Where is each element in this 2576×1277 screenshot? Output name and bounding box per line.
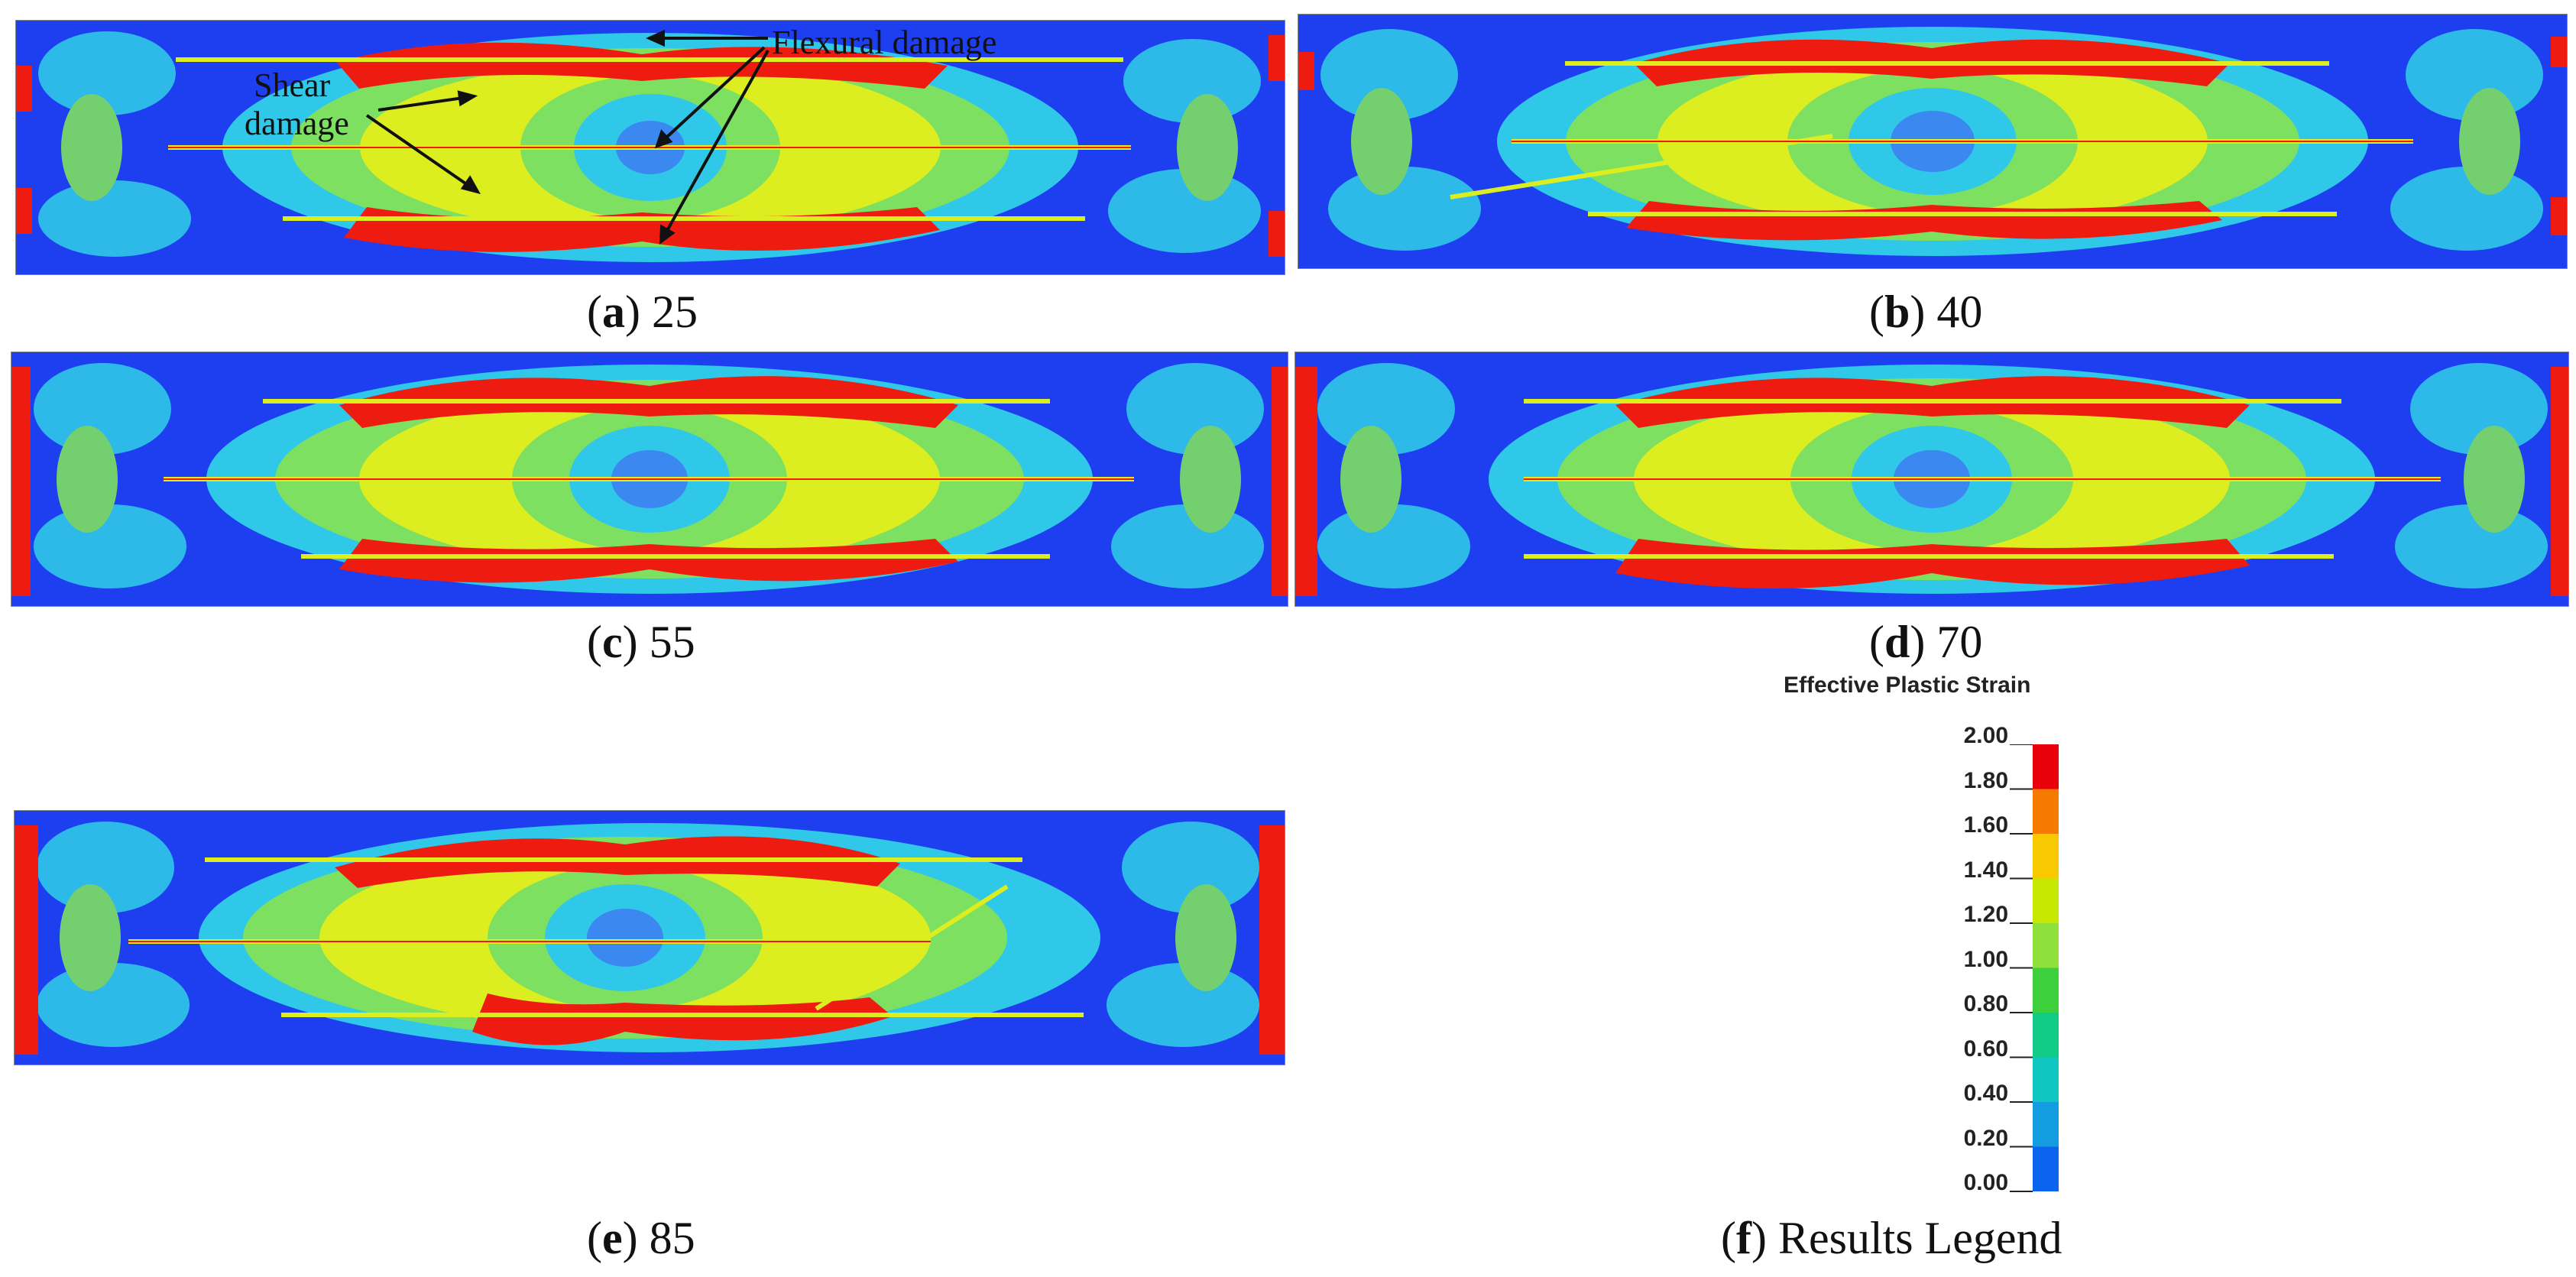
legend-tick-label: 0.00 [1963,1170,2008,1195]
legend-swatch [2033,789,2059,834]
legend-swatch [2033,744,2059,789]
caption-c-value: 55 [649,617,695,667]
caption-a-letter: a [601,287,625,337]
caption-b-letter: b [1884,287,1910,337]
caption-f-text: Results Legend [1777,1213,2062,1263]
caption-c-letter: c [601,617,623,667]
caption-a: (a) 25 [587,287,698,337]
damage-panel-c [11,352,1288,607]
flexural-damage-annotation: Flexural damage [772,24,996,61]
caption-d: (d) 70 [1869,617,1983,667]
caption-f: (f) Results Legend [1721,1213,2062,1263]
damage-panel-a: Flexural damage Shear damage [15,20,1285,275]
damage-panel-d [1294,352,2569,607]
legend-color-bar [2010,744,2059,1192]
legend-swatch [2033,1102,2059,1147]
shear-damage-annotation-line1: Shear [254,66,331,104]
caption-b: (b) 40 [1869,287,1983,337]
legend-swatch [2033,1057,2059,1102]
caption-b-value: 40 [1936,287,1983,337]
legend-tick-label: 0.80 [1963,991,2008,1016]
legend-tick-label: 1.60 [1963,812,2008,838]
legend-tick-label: 0.60 [1963,1036,2008,1061]
legend-swatch [2033,923,2059,968]
legend-title: Effective Plastic Strain [1784,673,2031,698]
caption-a-value: 25 [651,287,698,337]
caption-f-letter: f [1735,1213,1751,1263]
legend-tick-label: 1.00 [1963,946,2008,972]
caption-e: (e) 85 [587,1213,695,1263]
caption-c: (c) 55 [587,617,695,667]
legend-swatch [2033,834,2059,879]
caption-d-letter: d [1884,617,1910,667]
legend-tick-label: 2.00 [1963,723,2008,748]
legend-tick-label: 0.40 [1963,1081,2008,1106]
legend-tick-label: 1.20 [1963,902,2008,927]
damage-panel-e [14,810,1285,1065]
legend-tick-label: 0.20 [1963,1125,2008,1151]
legend-tick-label: 1.40 [1963,857,2008,883]
legend-swatch [2033,967,2059,1013]
legend-swatch [2033,878,2059,923]
legend-swatch [2033,1013,2059,1058]
legend-tick-label: 1.80 [1963,767,2008,793]
legend-swatch [2033,1146,2059,1191]
shear-damage-annotation-line2: damage [245,105,349,142]
caption-d-value: 70 [1936,617,1983,667]
caption-e-letter: e [601,1213,623,1263]
damage-panel-b [1298,14,2568,269]
caption-e-value: 85 [649,1213,695,1263]
